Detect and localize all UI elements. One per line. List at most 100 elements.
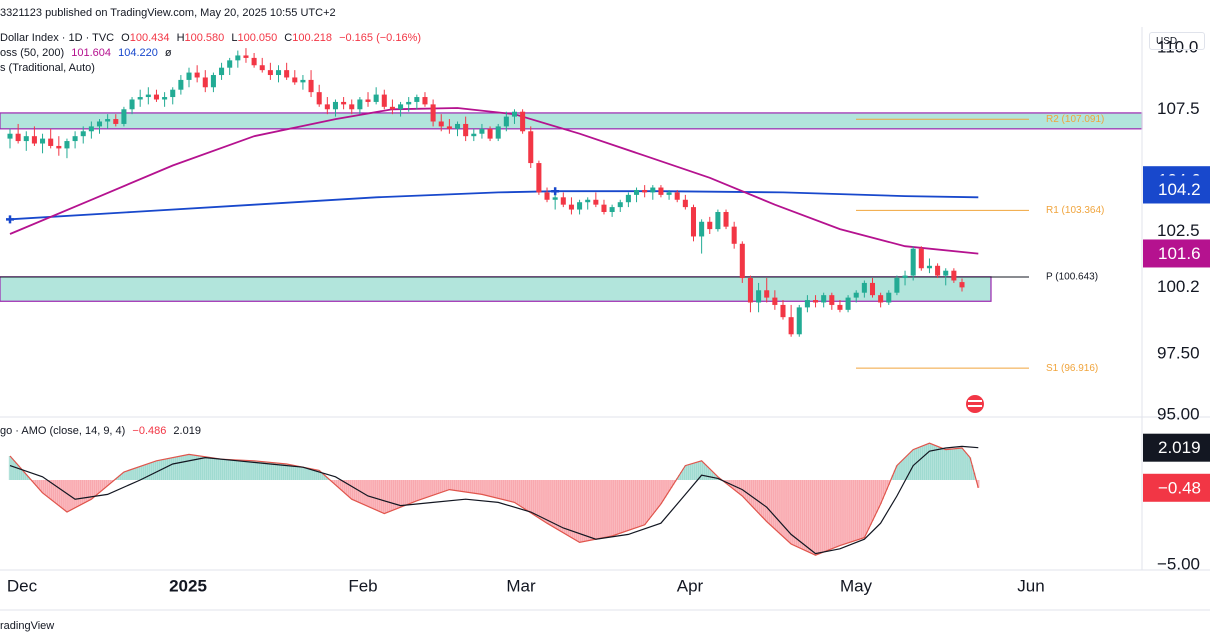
candle[interactable] xyxy=(593,192,599,208)
candle[interactable] xyxy=(430,99,436,127)
candle[interactable] xyxy=(235,50,241,68)
candle[interactable] xyxy=(520,109,526,134)
candle[interactable] xyxy=(56,136,62,156)
candle[interactable] xyxy=(666,189,672,200)
candle[interactable] xyxy=(479,123,485,139)
candle[interactable] xyxy=(446,119,452,134)
time-label[interactable]: Mar xyxy=(506,576,536,595)
candle[interactable] xyxy=(788,304,794,337)
candle[interactable] xyxy=(15,123,21,144)
candle[interactable] xyxy=(609,204,615,217)
candle[interactable] xyxy=(137,89,143,107)
candle[interactable] xyxy=(544,187,550,203)
candle[interactable] xyxy=(845,295,851,313)
candle[interactable] xyxy=(162,92,168,107)
candle[interactable] xyxy=(910,246,916,281)
candle[interactable] xyxy=(764,278,770,303)
candle[interactable] xyxy=(756,282,762,313)
candle[interactable] xyxy=(194,65,200,83)
time-label[interactable]: Feb xyxy=(348,576,377,595)
candle[interactable] xyxy=(251,53,257,68)
candle[interactable] xyxy=(715,209,721,232)
candle[interactable] xyxy=(650,185,656,200)
time-label[interactable]: May xyxy=(840,576,873,595)
candle[interactable] xyxy=(902,270,908,286)
candle[interactable] xyxy=(577,199,583,215)
candle[interactable] xyxy=(365,92,371,107)
candle[interactable] xyxy=(658,185,664,198)
currency-selector[interactable]: USD xyxy=(1149,32,1205,50)
candle[interactable] xyxy=(601,199,607,215)
candle[interactable] xyxy=(40,133,46,154)
candle[interactable] xyxy=(129,97,135,115)
candle[interactable] xyxy=(438,114,444,132)
candle[interactable] xyxy=(536,160,542,195)
pivot-legend[interactable]: s (Traditional, Auto) xyxy=(0,62,95,74)
candle[interactable] xyxy=(202,70,208,93)
candle[interactable] xyxy=(853,290,859,303)
candle[interactable] xyxy=(861,280,867,298)
candle[interactable] xyxy=(186,67,192,88)
candle[interactable] xyxy=(690,204,697,242)
candle[interactable] xyxy=(560,192,566,208)
candle[interactable] xyxy=(951,268,957,283)
candle[interactable] xyxy=(308,70,314,98)
candle[interactable] xyxy=(324,97,330,115)
candle[interactable] xyxy=(869,278,876,298)
candle[interactable] xyxy=(780,300,786,320)
candle[interactable] xyxy=(349,99,355,115)
candle[interactable] xyxy=(398,101,404,117)
candle[interactable] xyxy=(731,221,737,249)
time-label[interactable]: Apr xyxy=(677,576,704,595)
candle[interactable] xyxy=(772,290,778,310)
candle[interactable] xyxy=(528,126,534,168)
candle[interactable] xyxy=(267,62,273,80)
candle[interactable] xyxy=(332,99,338,117)
candle[interactable] xyxy=(259,57,265,73)
candle[interactable] xyxy=(487,126,493,142)
candle[interactable] xyxy=(178,75,184,95)
candle[interactable] xyxy=(389,99,395,115)
time-label[interactable]: Jun xyxy=(1017,576,1044,595)
candle[interactable] xyxy=(894,275,900,296)
candle[interactable] xyxy=(813,295,819,308)
candle[interactable] xyxy=(747,275,753,313)
candle[interactable] xyxy=(935,263,941,279)
candle[interactable] xyxy=(31,126,37,146)
candle[interactable] xyxy=(511,109,518,124)
candle[interactable] xyxy=(113,114,119,127)
candlestick-series[interactable] xyxy=(7,48,965,337)
candle[interactable] xyxy=(886,290,892,305)
candle[interactable] xyxy=(634,187,640,203)
candle[interactable] xyxy=(227,57,233,76)
candle[interactable] xyxy=(796,304,802,337)
candle[interactable] xyxy=(568,197,574,215)
candle[interactable] xyxy=(495,123,501,142)
candle[interactable] xyxy=(552,194,558,210)
candle[interactable] xyxy=(959,278,965,292)
candle[interactable] xyxy=(72,131,78,149)
candle[interactable] xyxy=(48,128,54,149)
candle[interactable] xyxy=(617,199,623,212)
candle[interactable] xyxy=(275,65,282,83)
candle[interactable] xyxy=(88,121,94,139)
candle[interactable] xyxy=(804,295,810,313)
candle[interactable] xyxy=(145,87,151,105)
candle[interactable] xyxy=(210,72,216,93)
candle[interactable] xyxy=(80,126,86,144)
candle[interactable] xyxy=(105,114,111,129)
oscillator-legend[interactable]: go · AMO (close, 14, 9, 4) −0.486 2.019 xyxy=(0,425,201,437)
candle[interactable] xyxy=(96,119,103,134)
candle[interactable] xyxy=(878,292,884,308)
candle[interactable] xyxy=(316,84,322,107)
candle[interactable] xyxy=(422,92,428,107)
candle[interactable] xyxy=(243,48,249,63)
candle[interactable] xyxy=(674,189,680,203)
candle[interactable] xyxy=(829,292,835,310)
candle[interactable] xyxy=(292,70,298,85)
candle[interactable] xyxy=(284,62,290,80)
symbol-name[interactable]: Dollar Index · 1D · TVC xyxy=(0,32,115,44)
us-flag-icon[interactable] xyxy=(966,395,984,413)
ma-legend[interactable]: oss (50, 200) 101.604 104.220 ø xyxy=(0,47,172,59)
